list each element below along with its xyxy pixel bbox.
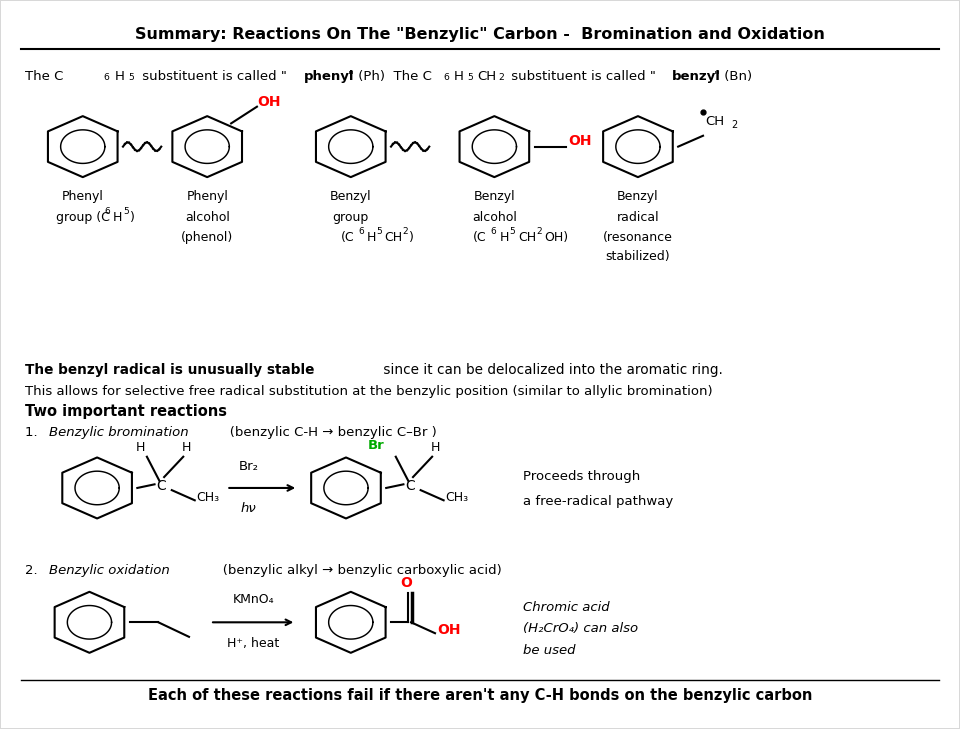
Text: radical: radical [616, 211, 660, 224]
Text: H: H [114, 70, 124, 82]
Text: CH: CH [518, 231, 537, 244]
Text: Benzyl: Benzyl [617, 190, 659, 203]
Text: CH₃: CH₃ [445, 491, 468, 504]
Text: Br: Br [369, 440, 385, 453]
Text: C: C [156, 479, 166, 493]
Text: 5: 5 [123, 207, 129, 216]
Text: group: group [333, 211, 369, 224]
Text: The C: The C [25, 70, 63, 82]
Text: Benzylic bromination: Benzylic bromination [49, 426, 189, 440]
Text: The benzyl radical is unusually stable: The benzyl radical is unusually stable [25, 363, 315, 377]
Text: This allows for selective free radical substitution at the benzylic position (si: This allows for selective free radical s… [25, 385, 713, 398]
Text: H: H [112, 211, 122, 224]
Text: H: H [135, 441, 145, 454]
Text: ): ) [130, 211, 134, 224]
Text: " (Ph)  The C: " (Ph) The C [348, 70, 432, 82]
Text: Phenyl: Phenyl [61, 190, 104, 203]
Text: CH₃: CH₃ [197, 491, 220, 504]
Text: O: O [400, 576, 412, 590]
Text: 5: 5 [376, 227, 382, 236]
Text: Benzyl: Benzyl [330, 190, 372, 203]
Text: H: H [454, 70, 464, 82]
Text: Benzylic oxidation: Benzylic oxidation [49, 564, 170, 577]
Text: Chromic acid: Chromic acid [523, 601, 610, 614]
Text: Phenyl: Phenyl [186, 190, 228, 203]
Text: Two important reactions: Two important reactions [25, 405, 228, 419]
Text: 2: 2 [498, 74, 504, 82]
Text: since it can be delocalized into the aromatic ring.: since it can be delocalized into the aro… [379, 363, 724, 377]
Text: H: H [430, 441, 440, 454]
Text: hν: hν [240, 502, 256, 515]
Text: (C: (C [473, 231, 487, 244]
Text: Summary: Reactions On The "Benzylic" Carbon -  Bromination and Oxidation: Summary: Reactions On The "Benzylic" Car… [135, 27, 825, 42]
Text: 5: 5 [129, 74, 134, 82]
Text: 2.: 2. [25, 564, 46, 577]
Text: (H₂CrO₄) can also: (H₂CrO₄) can also [523, 623, 638, 635]
Text: Each of these reactions fail if there aren't any C-H bonds on the benzylic carbo: Each of these reactions fail if there ar… [148, 687, 812, 703]
Text: CH: CH [705, 114, 724, 128]
Text: H: H [367, 231, 376, 244]
Text: " (Bn): " (Bn) [713, 70, 752, 82]
Text: KMnO₄: KMnO₄ [232, 593, 274, 607]
Text: 1.: 1. [25, 426, 46, 440]
Text: Br₂: Br₂ [238, 461, 258, 473]
Text: (phenol): (phenol) [181, 231, 233, 244]
Text: 2: 2 [402, 227, 408, 236]
Text: OH: OH [257, 95, 280, 109]
Text: (resonance: (resonance [603, 231, 673, 244]
Text: Proceeds through: Proceeds through [523, 469, 640, 483]
Text: (C: (C [341, 231, 355, 244]
Text: 6: 6 [491, 227, 496, 236]
Text: H: H [181, 441, 191, 454]
Text: H: H [500, 231, 510, 244]
Text: OH: OH [437, 623, 461, 636]
Text: group (C: group (C [56, 211, 109, 224]
Text: 6: 6 [104, 74, 109, 82]
Text: (benzylic alkyl → benzylic carboxylic acid): (benzylic alkyl → benzylic carboxylic ac… [210, 564, 502, 577]
Text: substituent is called ": substituent is called " [138, 70, 287, 82]
Text: (benzylic C-H → benzylic C–Br ): (benzylic C-H → benzylic C–Br ) [217, 426, 437, 440]
Text: benzyl: benzyl [671, 70, 720, 82]
Text: OH: OH [568, 134, 591, 148]
Text: CH: CH [384, 231, 402, 244]
Text: substituent is called ": substituent is called " [507, 70, 656, 82]
Text: phenyl: phenyl [304, 70, 354, 82]
Text: C: C [405, 479, 415, 493]
Text: alcohol: alcohol [184, 211, 229, 224]
Text: CH: CH [477, 70, 496, 82]
Text: 6: 6 [444, 74, 449, 82]
Text: 5: 5 [510, 227, 516, 236]
Text: 6: 6 [358, 227, 364, 236]
Text: be used: be used [523, 644, 576, 657]
Text: 5: 5 [468, 74, 473, 82]
Text: Benzyl: Benzyl [473, 190, 516, 203]
Text: alcohol: alcohol [472, 211, 516, 224]
Text: OH): OH) [544, 231, 568, 244]
Text: H⁺, heat: H⁺, heat [227, 637, 279, 650]
Text: ): ) [409, 231, 414, 244]
Text: stabilized): stabilized) [606, 250, 670, 262]
Text: 2: 2 [732, 120, 738, 130]
Text: 6: 6 [105, 207, 110, 216]
Text: 2: 2 [537, 227, 542, 236]
Text: a free-radical pathway: a free-radical pathway [523, 495, 673, 508]
